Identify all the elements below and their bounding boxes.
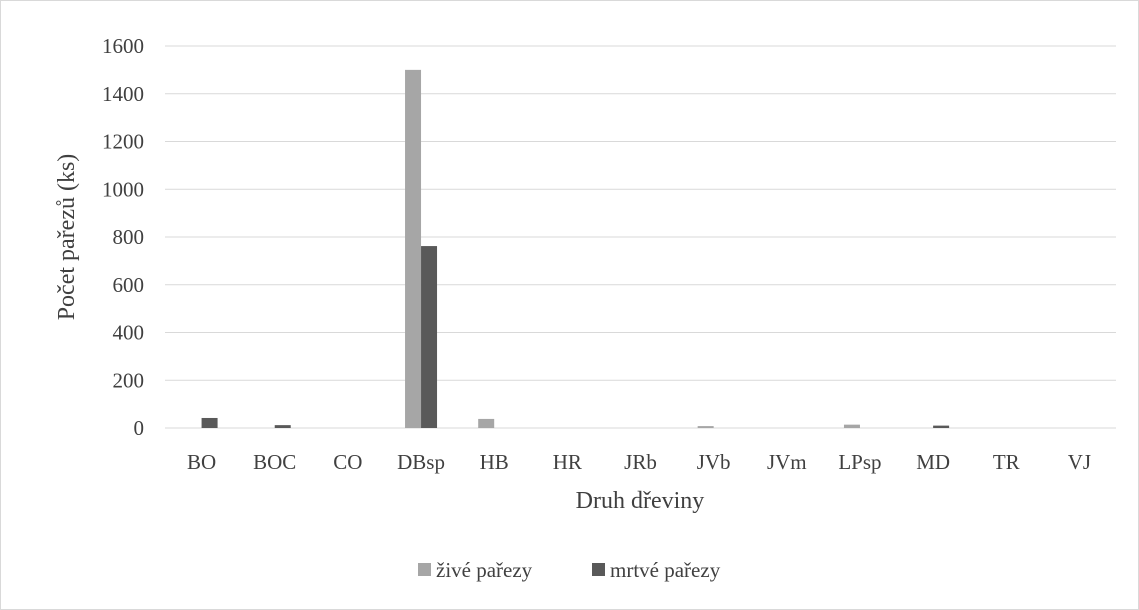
legend-label: živé pařezy: [436, 558, 533, 582]
x-tick-label: DBsp: [397, 450, 445, 474]
y-tick-label: 200: [113, 368, 145, 392]
x-tick-label: CO: [333, 450, 362, 474]
legend: živé pařezy mrtvé pařezy: [418, 558, 721, 582]
y-axis-ticks: 0 200 400 600 800 1000 1200 1400 1600: [102, 34, 144, 440]
x-tick-label: LPsp: [838, 450, 881, 474]
bar-BO-mrtve: [201, 417, 218, 428]
x-tick-label: MD: [916, 450, 950, 474]
x-tick-label: JVm: [767, 450, 807, 474]
y-tick-label: 800: [113, 225, 145, 249]
x-tick-label: VJ: [1068, 450, 1091, 474]
legend-swatch: [418, 563, 431, 576]
bar-MD-mrtve: [933, 425, 950, 428]
x-axis-title: Druh dřeviny: [576, 488, 705, 514]
bar-BOC-mrtve: [274, 425, 291, 428]
bars: [201, 69, 950, 428]
y-axis-title: Počet pařezů (ks): [54, 154, 80, 321]
x-tick-label: HR: [553, 450, 582, 474]
y-tick-label: 600: [113, 273, 145, 297]
bar-DBsp-mrtve: [421, 246, 438, 428]
x-tick-label: BO: [187, 450, 216, 474]
y-tick-label: 1600: [102, 34, 144, 58]
x-tick-label: BOC: [253, 450, 296, 474]
y-tick-label: 0: [134, 416, 145, 440]
x-tick-label: JRb: [624, 450, 657, 474]
gridlines: [165, 45, 1116, 429]
bar-LPsp-zive: [843, 424, 860, 428]
legend-label: mrtvé pařezy: [610, 558, 721, 582]
x-tick-label: HB: [480, 450, 509, 474]
y-tick-label: 400: [113, 321, 145, 345]
y-tick-label: 1400: [102, 82, 144, 106]
y-tick-label: 1200: [102, 130, 144, 154]
bar-HB-zive: [478, 418, 495, 428]
legend-swatch: [592, 563, 605, 576]
bar-JVb-zive: [697, 426, 714, 428]
y-tick-label: 1000: [102, 177, 144, 201]
x-tick-label: TR: [993, 450, 1020, 474]
x-tick-label: JVb: [697, 450, 731, 474]
bar-DBsp-zive: [405, 69, 422, 428]
x-axis-ticks: BO BOC CO DBsp HB HR JRb JVb JVm LPsp MD TR VJ: [187, 450, 1091, 474]
